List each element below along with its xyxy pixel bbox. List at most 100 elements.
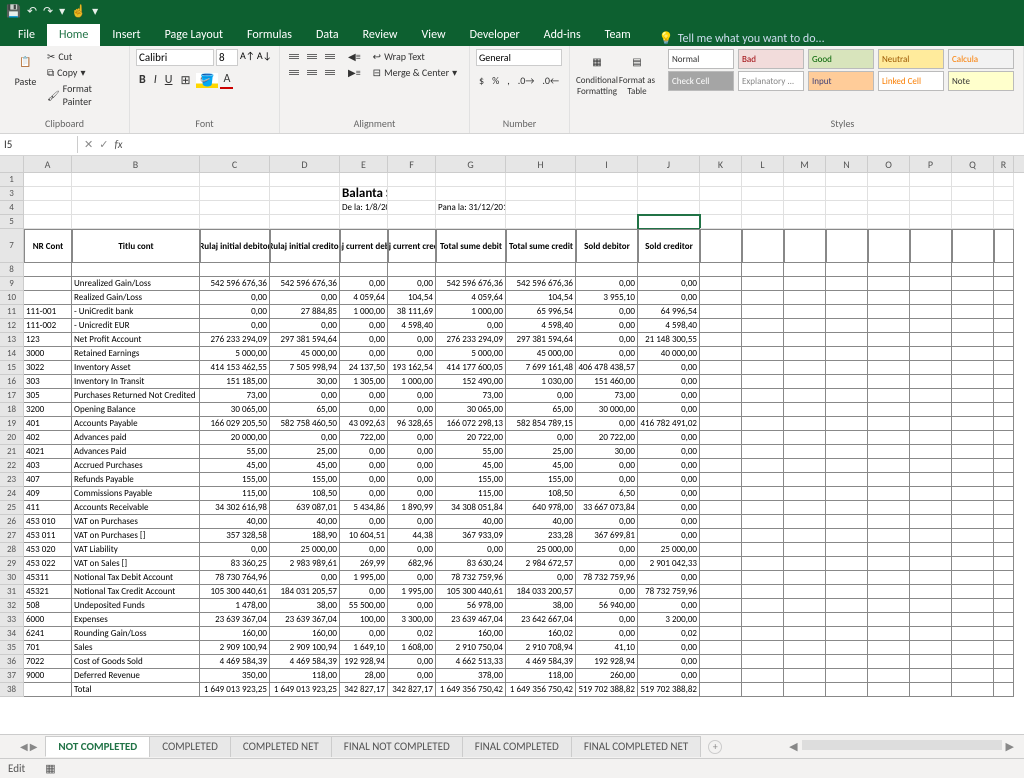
col-header-D[interactable]: D bbox=[270, 156, 340, 172]
cell-G22[interactable]: 45,00 bbox=[436, 459, 506, 473]
cell-F10[interactable]: 104,54 bbox=[388, 291, 436, 305]
cell-I14[interactable]: 0,00 bbox=[576, 347, 638, 361]
cell-N1[interactable] bbox=[826, 173, 868, 187]
row-header-4[interactable]: 4 bbox=[0, 201, 24, 215]
cell-N3[interactable] bbox=[826, 187, 868, 201]
cell-P1[interactable] bbox=[910, 173, 952, 187]
cell-P17[interactable] bbox=[910, 389, 952, 403]
cell-L26[interactable] bbox=[742, 515, 784, 529]
row-header-13[interactable]: 13 bbox=[0, 333, 24, 347]
row-header-12[interactable]: 12 bbox=[0, 319, 24, 333]
underline-button[interactable]: U bbox=[162, 72, 176, 88]
border-button[interactable]: ⊞ bbox=[177, 72, 193, 89]
cell-P15[interactable] bbox=[910, 361, 952, 375]
cell-G5[interactable] bbox=[436, 215, 506, 229]
cell-D8[interactable] bbox=[270, 263, 340, 277]
indent-increase-button[interactable]: ▶≡ bbox=[346, 65, 363, 80]
cell-P33[interactable] bbox=[910, 613, 952, 627]
cell-J24[interactable]: 0,00 bbox=[638, 487, 700, 501]
cell-F12[interactable]: 4 598,40 bbox=[388, 319, 436, 333]
cell-K24[interactable] bbox=[700, 487, 742, 501]
cell-O20[interactable] bbox=[868, 431, 910, 445]
cell-K27[interactable] bbox=[700, 529, 742, 543]
cell-O32[interactable] bbox=[868, 599, 910, 613]
cell-C38[interactable]: 1 649 013 923,25 bbox=[200, 683, 270, 697]
accept-icon[interactable]: ✓ bbox=[99, 138, 108, 151]
cell-A29[interactable]: 453 022 bbox=[24, 557, 72, 571]
cell-N19[interactable] bbox=[826, 417, 868, 431]
format-as-table-button[interactable]: ▤ Format as Table bbox=[618, 49, 656, 97]
cell-C28[interactable]: 0,00 bbox=[200, 543, 270, 557]
row-header-9[interactable]: 9 bbox=[0, 277, 24, 291]
cell-Q4[interactable] bbox=[952, 201, 994, 215]
cell-L10[interactable] bbox=[742, 291, 784, 305]
cell-F26[interactable]: 0,00 bbox=[388, 515, 436, 529]
header-cell-2[interactable]: Rulaj initial debitor bbox=[200, 229, 270, 263]
cell-K21[interactable] bbox=[700, 445, 742, 459]
cell-O14[interactable] bbox=[868, 347, 910, 361]
cell-E22[interactable]: 0,00 bbox=[340, 459, 388, 473]
cell-C18[interactable]: 30 065,00 bbox=[200, 403, 270, 417]
cell-L5[interactable] bbox=[742, 215, 784, 229]
cell-B22[interactable]: Accrued Purchases bbox=[72, 459, 200, 473]
italic-button[interactable]: I bbox=[151, 72, 160, 88]
font-color-button[interactable]: A bbox=[220, 71, 233, 89]
cell-A16[interactable]: 303 bbox=[24, 375, 72, 389]
cell-A8[interactable] bbox=[24, 263, 72, 277]
sheet-tab-0[interactable]: NOT COMPLETED bbox=[45, 736, 150, 757]
cell-I13[interactable]: 0,00 bbox=[576, 333, 638, 347]
cell-C4[interactable] bbox=[200, 201, 270, 215]
cell-K29[interactable] bbox=[700, 557, 742, 571]
cell-Q16[interactable] bbox=[952, 375, 994, 389]
cell-A10[interactable] bbox=[24, 291, 72, 305]
cell-D12[interactable]: 0,00 bbox=[270, 319, 340, 333]
cell-D5[interactable] bbox=[270, 215, 340, 229]
cell-M37[interactable] bbox=[784, 669, 826, 683]
cell-L20[interactable] bbox=[742, 431, 784, 445]
cell-A1[interactable] bbox=[24, 173, 72, 187]
menu-tab-review[interactable]: Review bbox=[351, 24, 410, 46]
cell-Q5[interactable] bbox=[952, 215, 994, 229]
fx-icon[interactable]: fx bbox=[114, 138, 122, 151]
cell-P4[interactable] bbox=[910, 201, 952, 215]
cell-J17[interactable]: 0,00 bbox=[638, 389, 700, 403]
row-header-3[interactable]: 3 bbox=[0, 187, 24, 201]
cell-Q1[interactable] bbox=[952, 173, 994, 187]
cell-D19[interactable]: 582 758 460,50 bbox=[270, 417, 340, 431]
cell-R30[interactable] bbox=[994, 571, 1014, 585]
cell-H11[interactable]: 65 996,54 bbox=[506, 305, 576, 319]
cell-C37[interactable]: 350,00 bbox=[200, 669, 270, 683]
cell-D16[interactable]: 30,00 bbox=[270, 375, 340, 389]
cell-J13[interactable]: 21 148 300,55 bbox=[638, 333, 700, 347]
cell-H17[interactable]: 0,00 bbox=[506, 389, 576, 403]
cell-R14[interactable] bbox=[994, 347, 1014, 361]
cell-O26[interactable] bbox=[868, 515, 910, 529]
cell-F21[interactable]: 0,00 bbox=[388, 445, 436, 459]
cancel-icon[interactable]: ✕ bbox=[84, 138, 93, 151]
header-cell-6[interactable]: Total sume debit bbox=[436, 229, 506, 263]
cell-J38[interactable]: 519 702 388,82 bbox=[638, 683, 700, 697]
cell-N17[interactable] bbox=[826, 389, 868, 403]
cell-E15[interactable]: 24 137,50 bbox=[340, 361, 388, 375]
cell-O4[interactable] bbox=[868, 201, 910, 215]
cell-F3[interactable] bbox=[388, 187, 436, 201]
cell-M15[interactable] bbox=[784, 361, 826, 375]
style-good[interactable]: Good bbox=[808, 49, 874, 69]
cell-L8[interactable] bbox=[742, 263, 784, 277]
cell-A25[interactable]: 411 bbox=[24, 501, 72, 515]
cell-N8[interactable] bbox=[826, 263, 868, 277]
cell-F4[interactable] bbox=[388, 201, 436, 215]
cell-O12[interactable] bbox=[868, 319, 910, 333]
cell-I36[interactable]: 192 928,94 bbox=[576, 655, 638, 669]
cell-K4[interactable] bbox=[700, 201, 742, 215]
cell-P25[interactable] bbox=[910, 501, 952, 515]
cell-E16[interactable]: 1 305,00 bbox=[340, 375, 388, 389]
cell-J32[interactable]: 0,00 bbox=[638, 599, 700, 613]
cell-H8[interactable] bbox=[506, 263, 576, 277]
cell-M5[interactable] bbox=[784, 215, 826, 229]
cell-M14[interactable] bbox=[784, 347, 826, 361]
cell-L31[interactable] bbox=[742, 585, 784, 599]
row-header-14[interactable]: 14 bbox=[0, 347, 24, 361]
row-header-34[interactable]: 34 bbox=[0, 627, 24, 641]
cell-M32[interactable] bbox=[784, 599, 826, 613]
